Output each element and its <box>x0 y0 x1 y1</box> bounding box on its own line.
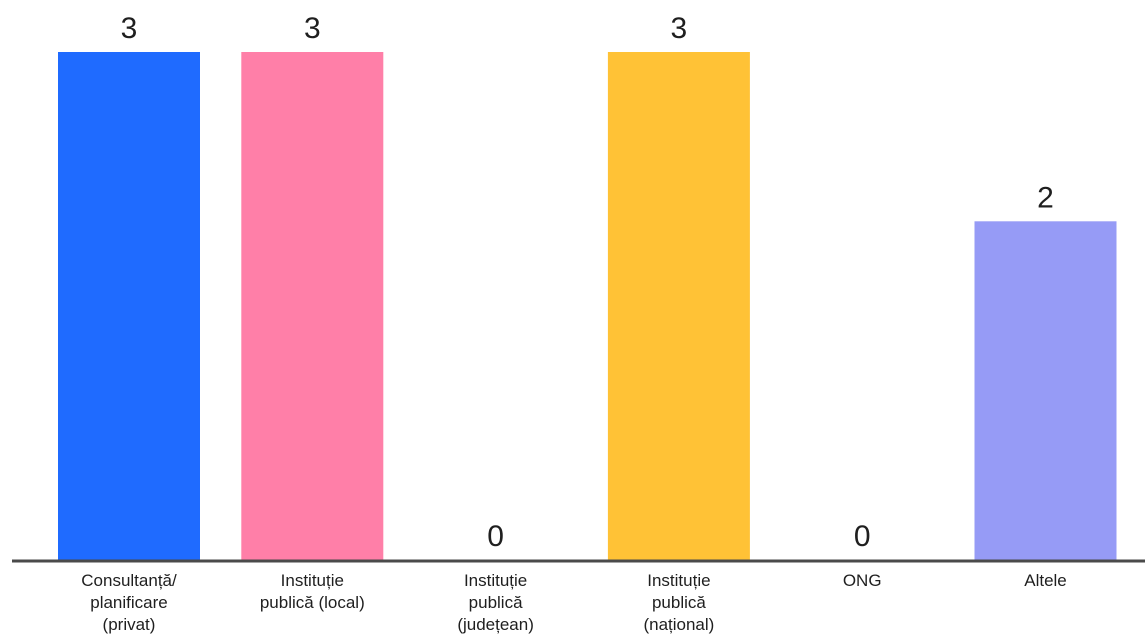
value-label-3: 3 <box>671 12 688 45</box>
value-label-1: 3 <box>304 12 321 45</box>
value-label-4: 0 <box>854 520 871 553</box>
category-label-1: Instituție publică (local) <box>260 571 365 612</box>
bar-5 <box>974 221 1117 561</box>
bar-1 <box>241 52 384 560</box>
category-labels-group: Consultanță/planificare (privat) Instituți… <box>81 571 1066 634</box>
category-label-4: ONG <box>843 571 882 590</box>
category-label-0: Consultanță/planificare (privat) <box>81 571 177 634</box>
value-labels-group: 3 3 0 3 0 2 <box>121 12 1054 553</box>
value-label-5: 2 <box>1037 181 1054 214</box>
bar-0 <box>58 52 200 560</box>
category-label-3: Instituție publică (național) <box>643 571 714 634</box>
category-label-2: Instituție publică (județean) <box>457 571 534 634</box>
bar-3 <box>607 52 750 560</box>
value-label-0: 3 <box>121 12 138 45</box>
category-label-5: Altele <box>1024 571 1067 590</box>
value-label-2: 0 <box>487 520 504 553</box>
bars-group <box>58 52 1117 561</box>
